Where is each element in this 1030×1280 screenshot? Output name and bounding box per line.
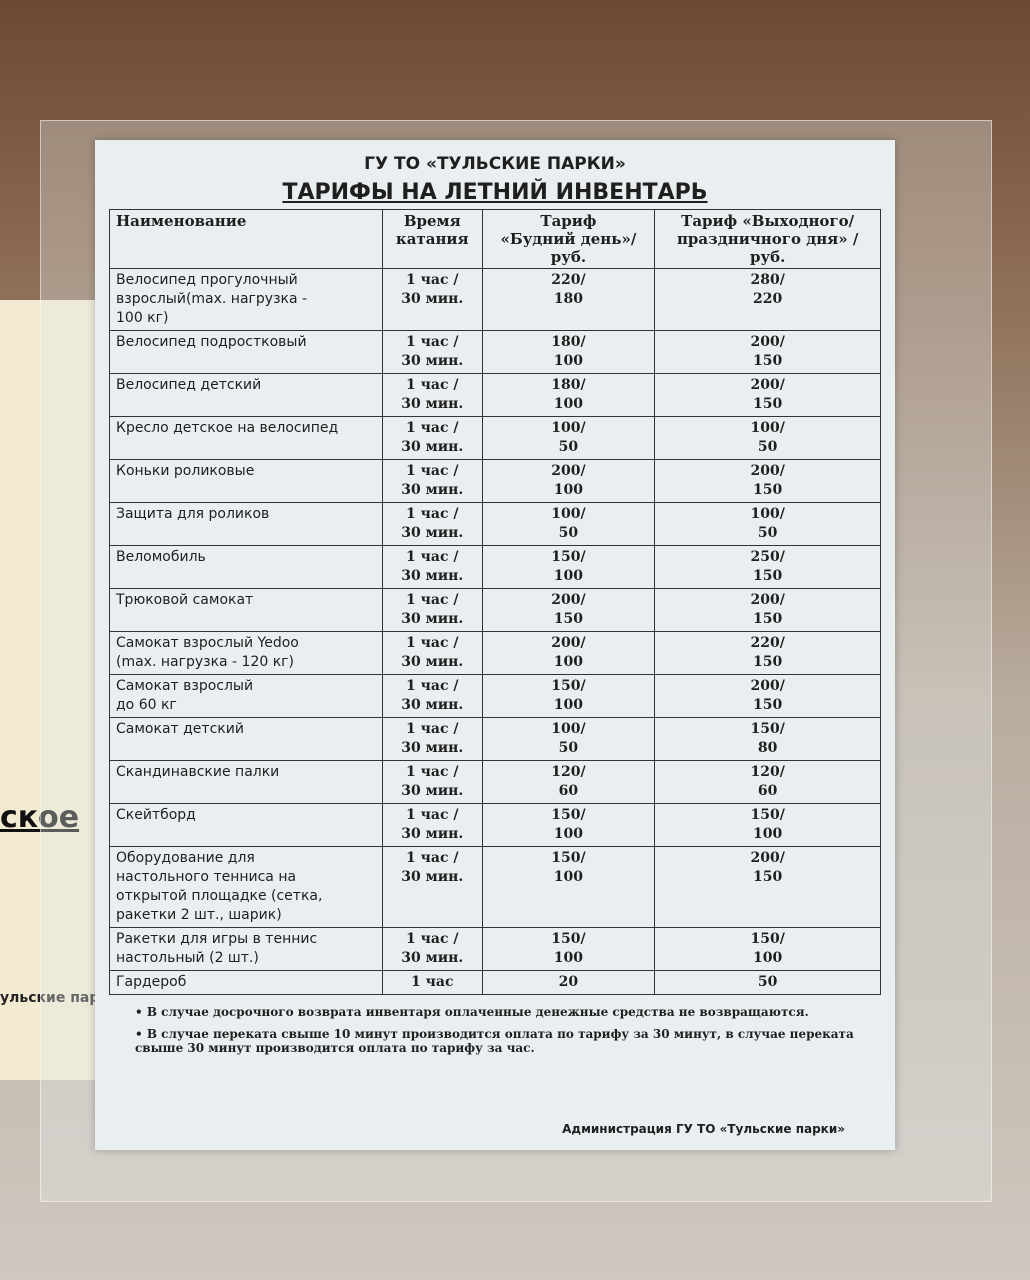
org-name: ГУ ТО «ТУЛЬСКИЕ ПАРКИ» [364, 154, 626, 174]
table-cell: 200/ 100 [481, 459, 656, 503]
item-name: Скейтборд [109, 803, 383, 847]
table-cell: 150/ 100 [481, 545, 656, 589]
table-cell: 100/ 50 [654, 502, 881, 546]
item-name: Веломобиль [109, 545, 383, 589]
table-cell: 150/ 100 [654, 927, 881, 971]
table-cell: 1 час / 30 мин. [381, 459, 483, 503]
table-row: Трюковой самокат 1 час / 30 мин. 200/ 150 2… [109, 588, 881, 632]
table-cell: 100/ 50 [481, 717, 656, 761]
table-cell: 220/ 150 [654, 631, 881, 675]
table-cell: 150/ 80 [654, 717, 881, 761]
table-cell: 180/ 100 [481, 330, 656, 374]
table-row: Кресло детское на велосипед 1 час / 30 ми… [109, 416, 881, 460]
item-name: Кресло детское на велосипед [109, 416, 383, 460]
note-text: В случае переката свыше 10 минут произво… [135, 1027, 854, 1055]
item-name: Самокат взрослый до 60 кг [109, 674, 383, 718]
table-cell: 50 [654, 970, 881, 995]
table-row: Веломобиль 1 час / 30 мин. 150/ 100 250/ 15… [109, 545, 881, 589]
table-cell: 1 час / 30 мин. [381, 373, 483, 417]
table-cell: 1 час [381, 970, 483, 995]
sign-word: ское [0, 800, 80, 835]
item-name: Ракетки для игры в теннис настольный (2 … [109, 927, 383, 971]
table-cell: 120/ 60 [481, 760, 656, 804]
table-cell: 1 час / 30 мин. [381, 502, 483, 546]
table-cell: 220/ 180 [481, 268, 656, 331]
table-cell: 1 час / 30 мин. [381, 330, 483, 374]
table-cell: 200/ 150 [654, 674, 881, 718]
table-cell: 100/ 50 [481, 416, 656, 460]
table-cell: 250/ 150 [654, 545, 881, 589]
sheet-title: ТАРИФЫ НА ЛЕТНИЙ ИНВЕНТАРЬ [282, 180, 708, 205]
table-cell: 120/ 60 [654, 760, 881, 804]
item-name: Самокат детский [109, 717, 383, 761]
table-cell: 200/ 150 [654, 459, 881, 503]
table-cell: 280/ 220 [654, 268, 881, 331]
table-cell: 100/ 50 [654, 416, 881, 460]
table-cell: 1 час / 30 мин. [381, 846, 483, 928]
table-cell: 200/ 150 [654, 373, 881, 417]
table-cell: 1 час / 30 мин. [381, 803, 483, 847]
table-row: Коньки роликовые 1 час / 30 мин. 200/ 100 2… [109, 459, 881, 503]
table-cell: 1 час / 30 мин. [381, 674, 483, 718]
item-name: Гардероб [109, 970, 383, 995]
table-cell: 150/ 100 [481, 927, 656, 971]
note: • В случае переката свыше 10 минут произ… [135, 1027, 854, 1055]
table-row: Скейтборд 1 час / 30 мин. 150/ 100 150/ 100 [109, 803, 881, 847]
note-text: В случае досрочного возврата инвентаря о… [146, 1005, 809, 1019]
item-name: Коньки роликовые [109, 459, 383, 503]
note: • В случае досрочного возврата инвентаря… [135, 1005, 809, 1019]
table-row: Защита для роликов 1 час / 30 мин. 100/ 50… [109, 502, 881, 546]
table-row: Гардероб 1 час 20 50 [109, 970, 881, 995]
table-cell: 1 час / 30 мин. [381, 631, 483, 675]
table-cell: 100/ 50 [481, 502, 656, 546]
table-cell: 1 час / 30 мин. [381, 760, 483, 804]
table-cell: 1 час / 30 мин. [381, 545, 483, 589]
item-name: Оборудование для настольного тенниса на … [109, 846, 383, 928]
item-name: Защита для роликов [109, 502, 383, 546]
item-name: Велосипед прогулочный взрослый(max. нагр… [109, 268, 383, 331]
table-row: Ракетки для игры в теннис настольный (2 … [109, 927, 881, 971]
item-name: Скандинавские палки [109, 760, 383, 804]
table-cell: 1 час / 30 мин. [381, 588, 483, 632]
item-name: Самокат взрослый Yedoo (max. нагрузка - … [109, 631, 383, 675]
item-name: Велосипед подростковый [109, 330, 383, 374]
header-row: Наименование Время катания Тариф «Будний д… [109, 209, 881, 269]
column-header: Время катания [381, 209, 483, 269]
table-row: Самокат взрослый до 60 кг 1 час / 30 мин.… [109, 674, 881, 718]
table-cell: 200/ 100 [481, 631, 656, 675]
table-cell: 150/ 100 [654, 803, 881, 847]
table-cell: 150/ 100 [481, 846, 656, 928]
table-cell: 1 час / 30 мин. [381, 927, 483, 971]
table-cell: 1 час / 30 мин. [381, 717, 483, 761]
table-cell: 150/ 100 [481, 803, 656, 847]
table-cell: 20 [481, 970, 656, 995]
notes: • В случае досрочного возврата инвентаря… [135, 1005, 865, 1055]
footer: Администрация ГУ ТО «Тульские парки» [562, 1122, 845, 1136]
table-cell: 200/ 150 [654, 846, 881, 928]
table-cell: 200/ 150 [481, 588, 656, 632]
table-row: Велосипед детский 1 час / 30 мин. 180/ 100… [109, 373, 881, 417]
item-name: Трюковой самокат [109, 588, 383, 632]
tariff-table: Наименование Время катания Тариф «Будний д… [109, 209, 881, 995]
table-row: Скандинавские палки 1 час / 30 мин. 120/ 6… [109, 760, 881, 804]
table-row: Самокат детский 1 час / 30 мин. 100/ 50 150… [109, 717, 881, 761]
table-row: Велосипед прогулочный взрослый(max. нагр… [109, 268, 881, 331]
table-cell: 1 час / 30 мин. [381, 268, 483, 331]
table-cell: 180/ 100 [481, 373, 656, 417]
table-row: Оборудование для настольного тенниса на … [109, 846, 881, 928]
table-cell: 200/ 150 [654, 588, 881, 632]
table-cell: 200/ 150 [654, 330, 881, 374]
table-body: Велосипед прогулочный взрослый(max. нагр… [109, 268, 881, 995]
table-row: Самокат взрослый Yedoo (max. нагрузка - … [109, 631, 881, 675]
table-row: Велосипед подростковый 1 час / 30 мин. 180… [109, 330, 881, 374]
item-name: Велосипед детский [109, 373, 383, 417]
column-header: Тариф «Выходного/ праздничного дня» / ру… [654, 209, 881, 269]
table-cell: 150/ 100 [481, 674, 656, 718]
column-header: Наименование [109, 209, 383, 269]
price-sheet: ГУ ТО «ТУЛЬСКИЕ ПАРКИ» ТАРИФЫ НА ЛЕТНИЙ … [95, 140, 895, 1150]
column-header: Тариф «Будний день»/ руб. [481, 209, 656, 269]
table-cell: 1 час / 30 мин. [381, 416, 483, 460]
